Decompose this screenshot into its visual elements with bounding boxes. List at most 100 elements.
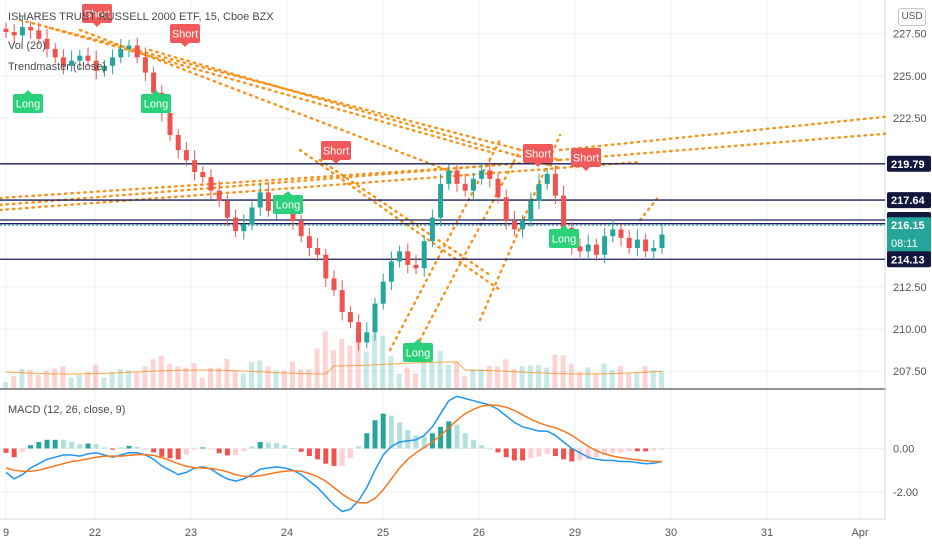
macd-histogram-bar	[626, 448, 632, 452]
signal-label: Long	[406, 348, 430, 360]
macd-histogram-bar	[470, 439, 476, 449]
candle-body	[60, 57, 66, 66]
candle-body	[11, 32, 17, 36]
volume-bar	[601, 363, 607, 388]
macd-pane	[3, 395, 665, 513]
candle-body	[19, 26, 25, 36]
candle-body	[339, 290, 345, 313]
price-level-badge-text: 217.64	[891, 195, 926, 207]
volume-bar	[437, 351, 443, 388]
candle-body	[413, 264, 419, 269]
candle-body	[405, 251, 411, 265]
trendmaster-lines	[0, 18, 932, 352]
volume-bar	[470, 369, 476, 388]
volume-bar	[486, 366, 492, 388]
candle-body	[479, 170, 485, 179]
trendmaster-line	[48, 26, 492, 154]
volume-bar	[298, 369, 304, 388]
signal-badge-box	[403, 343, 433, 362]
macd-histogram-bar	[93, 444, 99, 449]
candle-body	[643, 239, 649, 252]
volume-bar	[44, 370, 49, 388]
candle-body	[577, 246, 583, 252]
trendmaster-line	[298, 148, 502, 292]
signal-pointer	[332, 160, 340, 164]
volume-bar	[199, 377, 205, 388]
candle-body	[134, 45, 140, 58]
macd-histogram-bar	[528, 448, 534, 459]
price-level-badge	[887, 251, 931, 268]
volume-bar	[134, 372, 140, 388]
macd-histogram-bar	[175, 448, 181, 460]
macd-histogram-bar	[110, 448, 116, 450]
volume-bar	[183, 367, 189, 388]
macd-signal-line	[5, 404, 662, 504]
macd-histogram-bar	[585, 448, 591, 460]
candle-body	[192, 160, 198, 173]
volume-bar	[429, 362, 435, 388]
macd-histogram-bar	[602, 448, 608, 455]
volume-bar	[224, 359, 230, 388]
signal-badge-box	[13, 94, 43, 113]
signal-pointer	[534, 163, 542, 167]
volume-bar	[560, 355, 566, 388]
macd-histogram-bar	[315, 448, 321, 460]
signal-pointer	[93, 23, 101, 27]
volume-bar	[519, 366, 525, 388]
trendmaster-indicator-label[interactable]: Trendmaster (close)	[8, 61, 107, 73]
candle-body	[380, 281, 386, 304]
price-tick-label: 227.50	[893, 29, 927, 41]
macd-histogram-bar	[69, 441, 75, 449]
candle-body	[126, 45, 132, 49]
candle-body	[265, 192, 271, 211]
currency-button[interactable]: USD	[898, 8, 926, 26]
volume-bar	[150, 359, 156, 388]
volume-bar	[577, 371, 582, 388]
candle-body	[634, 239, 640, 248]
volume-indicator-label[interactable]: Vol (20)	[8, 40, 46, 52]
candle-body	[3, 28, 9, 33]
time-tick-label: 24	[281, 527, 293, 539]
macd-histogram-bar	[306, 448, 312, 457]
macd-histogram-bar	[85, 443, 91, 449]
macd-histogram-bar	[118, 447, 124, 449]
signal-short-badge: Short	[571, 148, 601, 171]
candle-body	[101, 65, 107, 71]
signal-short-badge: Short	[82, 4, 112, 27]
macd-indicator-label[interactable]: MACD (12, 26, close, 9)	[8, 404, 126, 416]
signal-badge-box	[523, 144, 553, 163]
macd-histogram-bar	[151, 448, 157, 453]
macd-histogram-bar	[36, 441, 42, 449]
signal-short-badge: Short	[523, 144, 553, 167]
signal-label: Long	[276, 200, 300, 212]
candle-body	[659, 234, 665, 248]
volume-bar	[290, 361, 295, 388]
signal-badge-box	[82, 4, 112, 23]
candle-body	[585, 244, 591, 252]
signal-pointer	[414, 339, 422, 343]
candle-body	[142, 57, 148, 73]
volume-bar	[503, 359, 509, 388]
volume-bar	[593, 373, 599, 388]
signal-badge-box	[170, 24, 200, 43]
volume-bar	[142, 366, 148, 388]
volume-bar	[421, 350, 427, 388]
macd-histogram-bar	[233, 448, 239, 455]
macd-histogram-bar	[44, 439, 50, 449]
signal-label: Short	[172, 29, 198, 41]
candle-body	[536, 183, 542, 201]
candle-body	[593, 244, 599, 255]
macd-histogram-bar	[487, 448, 493, 450]
candle-body	[323, 254, 329, 279]
time-tick-label: 29	[569, 527, 581, 539]
candle-body	[306, 236, 312, 248]
signal-badges: Short Short Long Long Short Long Short Short Lon…	[13, 4, 601, 362]
volume-bar	[388, 356, 394, 388]
trendmaster-line	[558, 128, 932, 162]
macd-histogram-bar	[651, 448, 657, 451]
volume-bar	[27, 370, 33, 388]
macd-histogram-bar	[479, 445, 485, 449]
macd-histogram-bar	[126, 445, 132, 449]
trendmaster-line	[638, 193, 662, 222]
signal-long-badge: Long	[141, 90, 171, 113]
